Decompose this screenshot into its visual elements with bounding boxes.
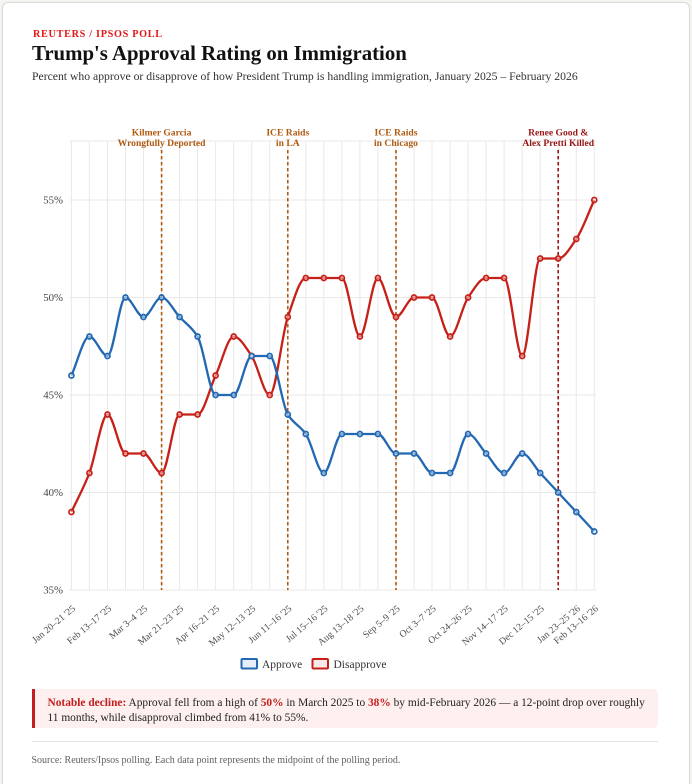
svg-text:in LA: in LA	[276, 138, 300, 149]
svg-text:Disapprove: Disapprove	[334, 659, 387, 671]
svg-text:40%: 40%	[43, 487, 63, 499]
svg-text:50%: 50%	[43, 292, 63, 304]
svg-text:Kilmer Garcia: Kilmer Garcia	[132, 128, 192, 139]
svg-text:35%: 35%	[43, 585, 63, 597]
svg-text:in Chicago: in Chicago	[374, 138, 418, 149]
svg-text:Alex Pretti Killed: Alex Pretti Killed	[522, 138, 594, 149]
svg-text:Approve: Approve	[262, 659, 302, 671]
svg-text:ICE Raids: ICE Raids	[375, 128, 418, 139]
svg-text:Wrongfully Deported: Wrongfully Deported	[118, 138, 207, 149]
svg-text:45%: 45%	[43, 390, 63, 402]
svg-text:Sep 5–9 '25: Sep 5–9 '25	[361, 603, 403, 640]
svg-text:55%: 55%	[43, 195, 63, 207]
svg-text:Renee Good &: Renee Good &	[528, 128, 588, 139]
svg-text:ICE Raids: ICE Raids	[266, 128, 309, 139]
